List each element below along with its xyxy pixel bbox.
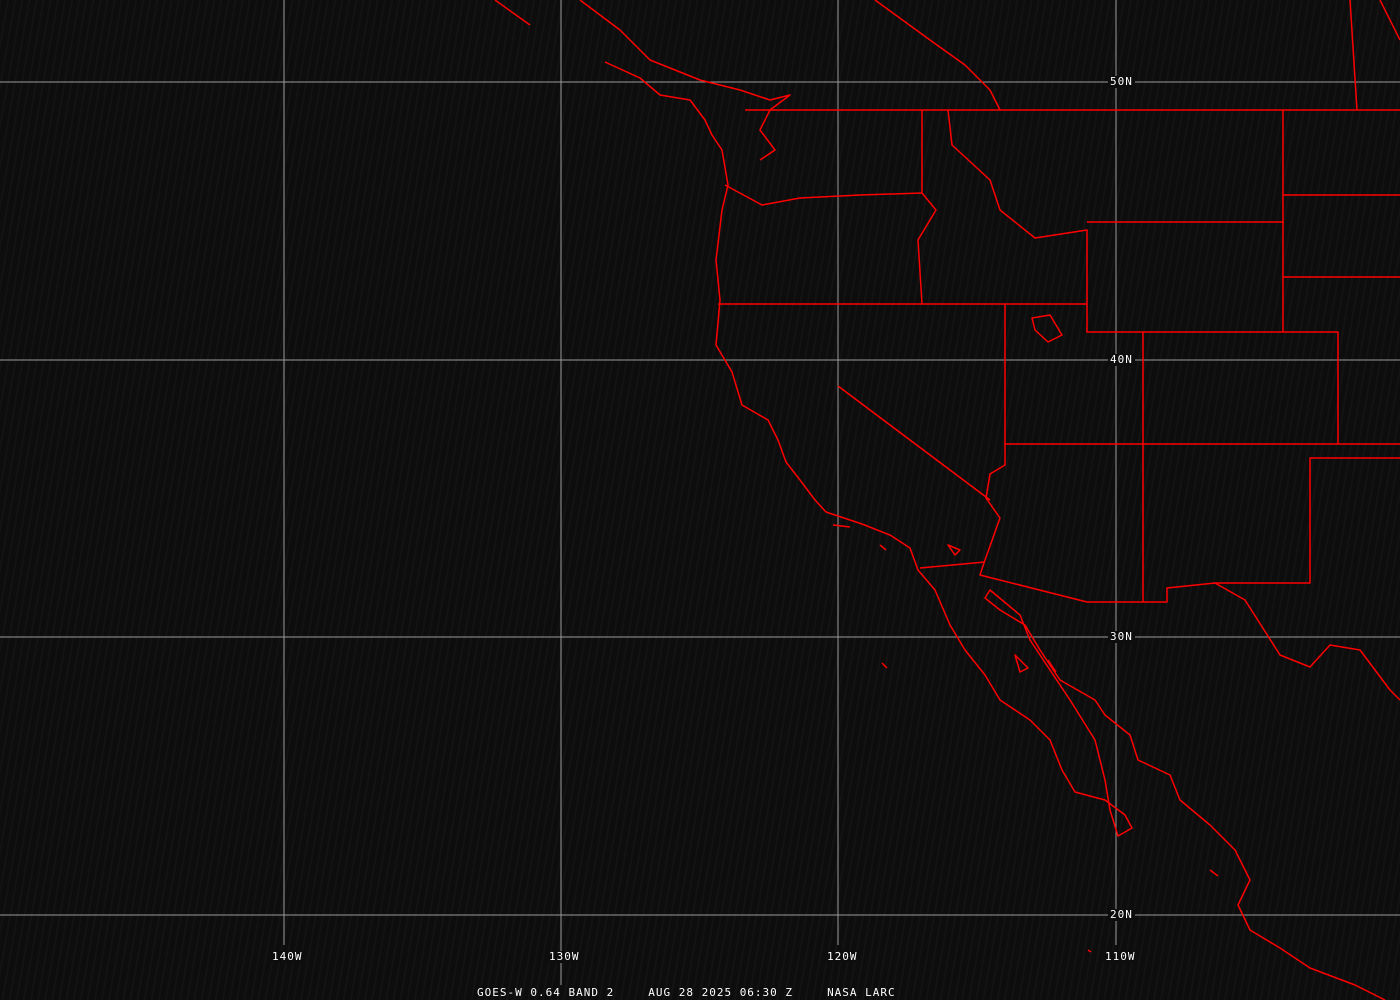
- islands: [832, 314, 1219, 953]
- coastline: [604, 61, 1386, 1000]
- caption-source: NASA LARC: [827, 986, 896, 999]
- latitude-label-30n: 30N: [1108, 630, 1135, 643]
- latitude-label-20n: 20N: [1108, 908, 1135, 921]
- caption-datetime: AUG 28 2025 06:30 Z: [648, 986, 794, 999]
- image-caption: GOES-W 0.64 BAND 2 AUG 28 2025 06:30 Z NAS…: [477, 986, 930, 999]
- longitude-label-130w: 130W: [547, 950, 582, 963]
- latitude-label-50n: 50N: [1108, 75, 1135, 88]
- latitude-label-40n: 40N: [1108, 353, 1135, 366]
- coastline-bc: [494, 0, 1001, 161]
- longitude-label-140w: 140W: [270, 950, 305, 963]
- state-boundaries: [718, 109, 1400, 701]
- canada-us-border: [745, 0, 1400, 111]
- longitude-label-110w: 110W: [1103, 950, 1138, 963]
- longitude-label-120w: 120W: [825, 950, 860, 963]
- caption-product: GOES-W 0.64 BAND 2: [477, 986, 615, 999]
